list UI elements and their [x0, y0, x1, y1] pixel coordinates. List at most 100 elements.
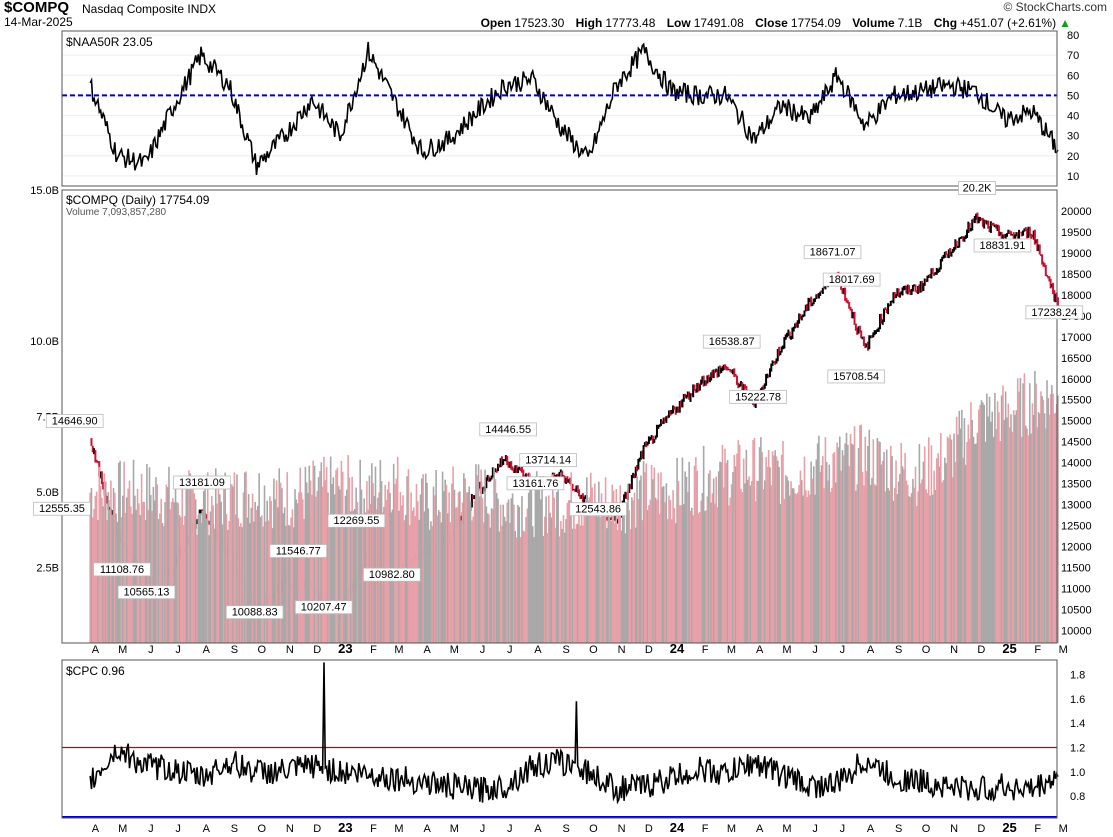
- volume-bar: [503, 516, 506, 643]
- volume-bar: [823, 488, 825, 643]
- volume-bar: [1007, 403, 1010, 643]
- volume-bar: [942, 480, 945, 643]
- volume-bar: [835, 482, 837, 643]
- volume-bar: [711, 493, 714, 643]
- volume-bar: [188, 470, 190, 643]
- volume-bar: [443, 491, 445, 643]
- volume-bar: [861, 471, 864, 643]
- volume-bar: [509, 522, 511, 643]
- high-value: 17773.48: [605, 16, 656, 30]
- volume-bar: [927, 437, 930, 643]
- volume-bar: [909, 496, 912, 643]
- volume-bar: [824, 437, 827, 643]
- volume-bar: [709, 470, 711, 643]
- price-annotation: 13714.14: [519, 453, 577, 468]
- volume-bar: [677, 480, 680, 643]
- volume-bar: [139, 515, 142, 643]
- volume-bar: [271, 528, 274, 643]
- volume-bar: [575, 524, 578, 643]
- volume-bar: [225, 514, 228, 643]
- volume-bar: [670, 519, 673, 643]
- annotation-label: 11546.77: [276, 546, 321, 558]
- price-tick-label: 20000: [1061, 206, 1092, 218]
- volume-bar: [270, 500, 273, 643]
- volume-bar: [893, 487, 896, 643]
- x-axis-label: A: [423, 644, 431, 656]
- volume-bar: [705, 510, 707, 643]
- volume-bar: [868, 429, 871, 643]
- volume-bar: [799, 470, 802, 643]
- volume-bar: [623, 514, 625, 643]
- price-annotation: 10207.47: [294, 600, 353, 615]
- volume-bar: [164, 502, 166, 643]
- cpc-tick-label: 1.6: [1070, 694, 1085, 706]
- volume-bar: [206, 472, 209, 643]
- volume-bar: [953, 433, 955, 643]
- volume-bar: [586, 477, 588, 643]
- volume-bar: [740, 488, 742, 643]
- volume-bar: [355, 487, 357, 643]
- volume-bar: [957, 434, 959, 643]
- price-annotation: 20.2K: [958, 181, 996, 195]
- volume-bar: [495, 493, 498, 643]
- annotation-box: [93, 562, 151, 577]
- volume-bar: [810, 461, 812, 643]
- volume-bar: [896, 493, 899, 643]
- naa50r-legend: $NAA50R 23.05: [66, 35, 153, 49]
- volume-bar: [241, 526, 243, 643]
- volume-bar: [848, 466, 850, 643]
- volume-bar: [446, 513, 449, 643]
- volume-bar: [859, 425, 861, 643]
- x-axis-label: J: [812, 823, 818, 835]
- panel-frame: [61, 659, 1058, 819]
- volume-bar: [259, 517, 262, 643]
- volume-bar: [767, 450, 770, 643]
- volume-bar: [986, 393, 988, 643]
- volume-bar: [219, 494, 221, 643]
- price-tick-label: 12000: [1061, 542, 1092, 554]
- volume-bar: [180, 517, 182, 643]
- volume-bar: [152, 486, 155, 643]
- x-axis-label: M: [727, 823, 736, 835]
- volume-bar: [204, 487, 206, 643]
- volume-bar: [905, 480, 908, 643]
- price-tick-label: 17000: [1061, 332, 1092, 344]
- volume-bar: [489, 527, 492, 643]
- volume-bar: [1049, 394, 1052, 643]
- cpc-legend: $CPC 0.96: [66, 664, 125, 678]
- volume-bar: [246, 517, 249, 643]
- volume-bar: [931, 494, 934, 643]
- volume-bar: [853, 426, 856, 643]
- volume-bar: [941, 482, 943, 643]
- volume-bar: [592, 508, 595, 643]
- volume-bar: [653, 467, 656, 643]
- volume-bar: [415, 484, 418, 643]
- x-axis-label: S: [895, 644, 902, 656]
- volume-bar: [612, 490, 615, 643]
- volume-bar: [1014, 414, 1016, 643]
- annotation-box: [729, 389, 787, 404]
- annotation-box: [569, 502, 627, 517]
- volume-bar: [228, 520, 230, 643]
- volume-bar: [737, 440, 740, 643]
- volume-bar: [1035, 383, 1037, 643]
- volume-bar: [315, 496, 317, 643]
- price-annotation: 18831.91: [973, 238, 1032, 253]
- volume-bar: [840, 470, 842, 643]
- annotation-box: [294, 600, 353, 615]
- volume-bar: [212, 505, 214, 643]
- annotation-label: 20.2K: [963, 183, 992, 195]
- volume-bar: [775, 456, 778, 643]
- volume-bar: [791, 488, 794, 643]
- x-axis-label: A: [867, 644, 875, 656]
- volume-bar: [632, 500, 634, 643]
- volume-bar: [1037, 412, 1040, 643]
- volume-bar: [1036, 427, 1039, 643]
- volume-bar: [838, 436, 841, 643]
- price-tick-label: 12500: [1061, 521, 1092, 533]
- price-tick-label: 15500: [1061, 395, 1092, 407]
- volume-bar: [815, 459, 818, 643]
- volume-bar: [294, 489, 296, 643]
- volume-bar: [530, 479, 533, 643]
- annotation-box: [803, 245, 862, 260]
